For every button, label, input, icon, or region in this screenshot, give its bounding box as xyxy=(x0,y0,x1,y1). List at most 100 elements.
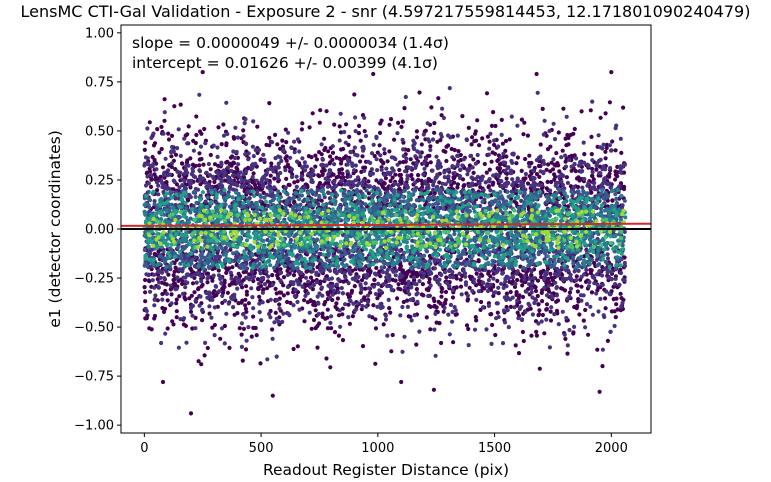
scatter-point xyxy=(338,324,343,329)
scatter-point xyxy=(161,131,166,136)
scatter-point xyxy=(203,199,208,204)
scatter-point xyxy=(568,132,573,137)
scatter-point xyxy=(525,181,531,186)
scatter-point xyxy=(190,313,195,318)
scatter-point xyxy=(418,154,423,159)
scatter-point xyxy=(235,155,240,160)
scatter-point xyxy=(155,127,160,132)
scatter-point xyxy=(327,295,332,300)
scatter-point xyxy=(377,130,383,135)
scatter-point xyxy=(450,319,455,324)
scatter-point xyxy=(162,97,167,102)
scatter-point xyxy=(360,154,365,159)
scatter-point xyxy=(278,155,283,160)
scatter-point xyxy=(385,159,390,164)
scatter-point xyxy=(383,317,389,322)
scatter-point xyxy=(374,265,379,271)
scatter-point xyxy=(273,156,278,161)
scatter-point xyxy=(371,142,376,147)
scatter-point xyxy=(307,310,312,315)
scatter-point xyxy=(557,270,562,275)
scatter-point xyxy=(249,286,254,291)
scatter-point xyxy=(555,180,560,185)
scatter-point xyxy=(320,311,325,316)
scatter-point xyxy=(316,201,321,206)
scatter-point xyxy=(399,179,404,184)
scatter-point xyxy=(346,182,351,187)
scatter-point xyxy=(165,326,170,331)
scatter-point xyxy=(274,354,279,359)
scatter-point xyxy=(366,286,371,291)
scatter-point xyxy=(215,145,220,150)
scatter-point xyxy=(184,163,189,168)
scatter-point xyxy=(370,171,375,176)
scatter-point xyxy=(413,165,418,170)
scatter-point xyxy=(601,313,606,318)
scatter-point xyxy=(362,168,367,173)
scatter-point xyxy=(182,171,187,176)
scatter-point xyxy=(176,127,181,132)
scatter-point xyxy=(193,163,198,168)
scatter-point xyxy=(302,160,307,165)
scatter-point xyxy=(529,333,534,338)
scatter-point xyxy=(477,275,482,280)
scatter-point xyxy=(365,293,371,298)
scatter-point xyxy=(470,288,475,294)
scatter-point xyxy=(597,269,602,274)
scatter-point xyxy=(283,185,288,190)
scatter-point xyxy=(291,346,296,352)
scatter-point xyxy=(262,202,268,208)
scatter-point xyxy=(250,295,255,300)
scatter-point xyxy=(508,289,513,295)
scatter-point xyxy=(343,275,348,280)
scatter-point xyxy=(188,156,193,161)
scatter-point xyxy=(567,327,572,333)
scatter-point xyxy=(377,143,382,148)
scatter-point xyxy=(408,157,413,162)
scatter-point xyxy=(382,151,387,156)
scatter-point xyxy=(590,173,595,178)
scatter-point xyxy=(264,142,269,147)
scatter-point xyxy=(207,290,212,295)
scatter-point xyxy=(299,174,304,179)
scatter-point xyxy=(496,173,502,178)
scatter-point xyxy=(252,274,257,279)
scatter-point xyxy=(273,165,278,170)
scatter-point xyxy=(189,305,194,310)
scatter-point xyxy=(443,289,449,295)
scatter-point xyxy=(607,174,612,179)
scatter-point xyxy=(622,184,627,189)
scatter-point xyxy=(260,300,265,305)
scatter-point xyxy=(285,259,290,264)
scatter-point xyxy=(523,309,528,314)
scatter-point xyxy=(308,299,313,304)
scatter-point xyxy=(339,167,344,172)
scatter-point xyxy=(575,304,580,309)
scatter-point xyxy=(548,188,553,193)
scatter-point xyxy=(259,318,264,323)
scatter-point xyxy=(491,276,496,281)
scatter-point xyxy=(385,267,390,273)
scatter-point xyxy=(502,320,508,325)
scatter-point xyxy=(527,164,532,169)
scatter-point xyxy=(239,321,244,326)
scatter-point xyxy=(219,160,224,165)
scatter-point xyxy=(238,273,243,279)
scatter-point xyxy=(441,148,446,153)
scatter-point xyxy=(169,292,174,297)
scatter-point xyxy=(368,269,373,274)
scatter-point xyxy=(520,329,526,335)
scatter-point xyxy=(463,282,469,287)
scatter-point xyxy=(572,269,577,274)
scatter-point xyxy=(188,182,193,187)
scatter-point xyxy=(590,166,595,171)
scatter-point xyxy=(216,273,222,278)
scatter-point xyxy=(326,172,331,177)
scatter-point xyxy=(478,185,483,190)
scatter-point xyxy=(441,206,446,211)
scatter-point xyxy=(202,126,207,132)
scatter-point xyxy=(153,174,158,180)
scatter-point xyxy=(351,301,356,306)
scatter-point xyxy=(521,132,526,137)
scatter-point xyxy=(316,311,321,317)
